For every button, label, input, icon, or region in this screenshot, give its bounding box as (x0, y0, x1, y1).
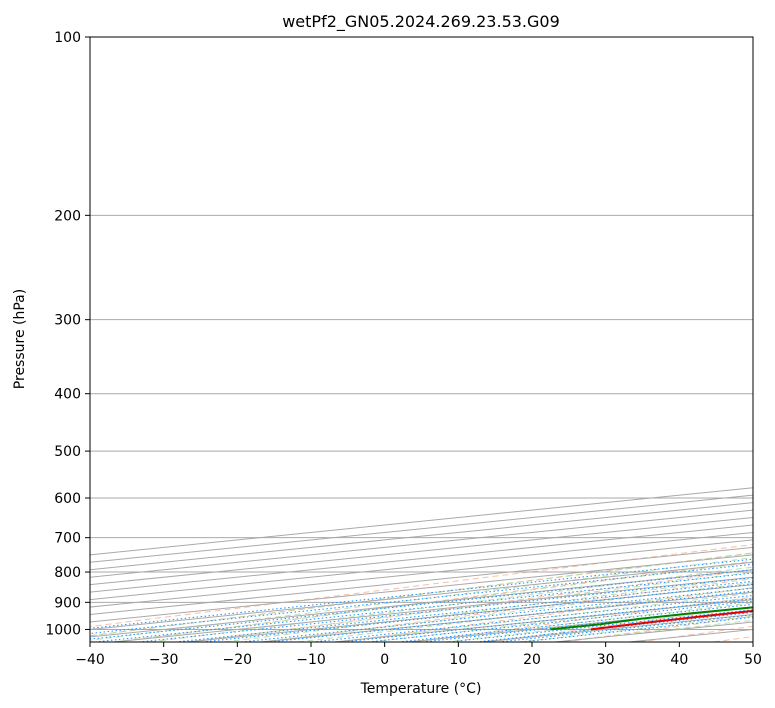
x-axis-title: Temperature (°C) (360, 681, 482, 697)
moist-adiabat-line (518, 615, 753, 642)
moist-adiabat-line (481, 611, 753, 642)
y-tick-label: 900 (54, 595, 81, 611)
isotherm-line (90, 554, 753, 623)
isotherm-line (90, 569, 753, 638)
plot-frame (89, 36, 754, 643)
dry-adiabat-line (115, 560, 753, 642)
isotherm-line (90, 487, 753, 556)
isotherm-line (407, 606, 753, 642)
x-tick-label: 10 (449, 652, 467, 668)
isotherm-line (334, 599, 753, 642)
isotherm-line (90, 531, 753, 601)
x-tick-label: 30 (597, 652, 615, 668)
dry-adiabat-line (489, 606, 753, 642)
y-tick-label: 700 (54, 531, 81, 547)
dry-adiabat-line (340, 587, 753, 642)
mixing-ratio-line (521, 616, 753, 642)
profile-layer (550, 606, 753, 631)
x-tick-label: 0 (380, 652, 389, 668)
x-tick-label: 20 (523, 652, 541, 668)
axis-layer: −40 −30 −20 −10 0 10 20 30 40 50 1000 900 800 700 600 5… (45, 30, 762, 668)
y-tick-label: 100 (54, 30, 81, 46)
y-tick-label: 600 (54, 491, 81, 507)
y-tick-label: 800 (54, 565, 81, 581)
moist-adiabat-line (113, 561, 753, 642)
chart-title: wetPf2_GN05.2024.269.23.53.G09 (282, 12, 560, 32)
y-tick-label: 200 (54, 208, 81, 224)
dry-adiabat-line (713, 635, 753, 642)
isotherm-line (90, 539, 753, 608)
y-axis-title: Pressure (hPa) (12, 289, 28, 389)
moist-adiabat-line (555, 619, 753, 642)
mixing-ratio-line (202, 583, 753, 642)
mixing-ratio-line (398, 603, 753, 642)
x-tick-label: −40 (75, 652, 105, 668)
x-tick-label: 40 (670, 652, 688, 668)
moist-adiabat-line (260, 582, 753, 642)
moist-adiabat-line (90, 552, 753, 637)
dry-adiabat-line (90, 544, 753, 628)
isotherm-line (90, 546, 753, 616)
isotherm-line (90, 494, 753, 563)
y-tick-label: 300 (54, 313, 81, 329)
dry-adiabat-line (414, 596, 753, 642)
moist-adiabat-line (90, 557, 753, 641)
x-tick-label: −30 (149, 652, 179, 668)
dry-adiabat-line (564, 615, 753, 642)
dry-adiabat-line (190, 569, 753, 642)
dewpoint-profile-line (550, 606, 753, 631)
mixing-ratio-line (368, 600, 753, 642)
y-tick-label: 400 (54, 387, 81, 403)
mixing-ratio-line (270, 590, 753, 642)
moist-adiabat-line (223, 576, 753, 642)
isotherm-line (481, 614, 753, 642)
moist-adiabat-line (297, 587, 753, 642)
moist-adiabat-line (334, 592, 753, 642)
x-tick-label: −10 (296, 652, 326, 668)
x-tick-label: 50 (744, 652, 762, 668)
grid-layer (90, 37, 753, 642)
isotherm-line (113, 576, 753, 642)
dry-adiabat-line (90, 552, 753, 637)
isotherm-line (90, 524, 753, 593)
isotherm-line (90, 509, 753, 578)
mixing-ratio-line (175, 580, 753, 642)
moist-adiabat-line (150, 566, 753, 642)
moist-adiabat-line (407, 602, 753, 642)
isotherm-line (90, 561, 753, 630)
x-tick-label: −20 (223, 652, 253, 668)
isotherm-line (90, 517, 753, 586)
isotherm-line (555, 621, 753, 642)
y-tick-label: 500 (54, 444, 81, 460)
isotherm-line (260, 591, 753, 642)
dry-adiabat-line (638, 625, 753, 642)
isotherm-line (90, 502, 753, 571)
mixing-ratio-line (138, 577, 753, 642)
mixing-ratio-line (241, 587, 753, 642)
y-tick-label: 1000 (45, 622, 81, 638)
